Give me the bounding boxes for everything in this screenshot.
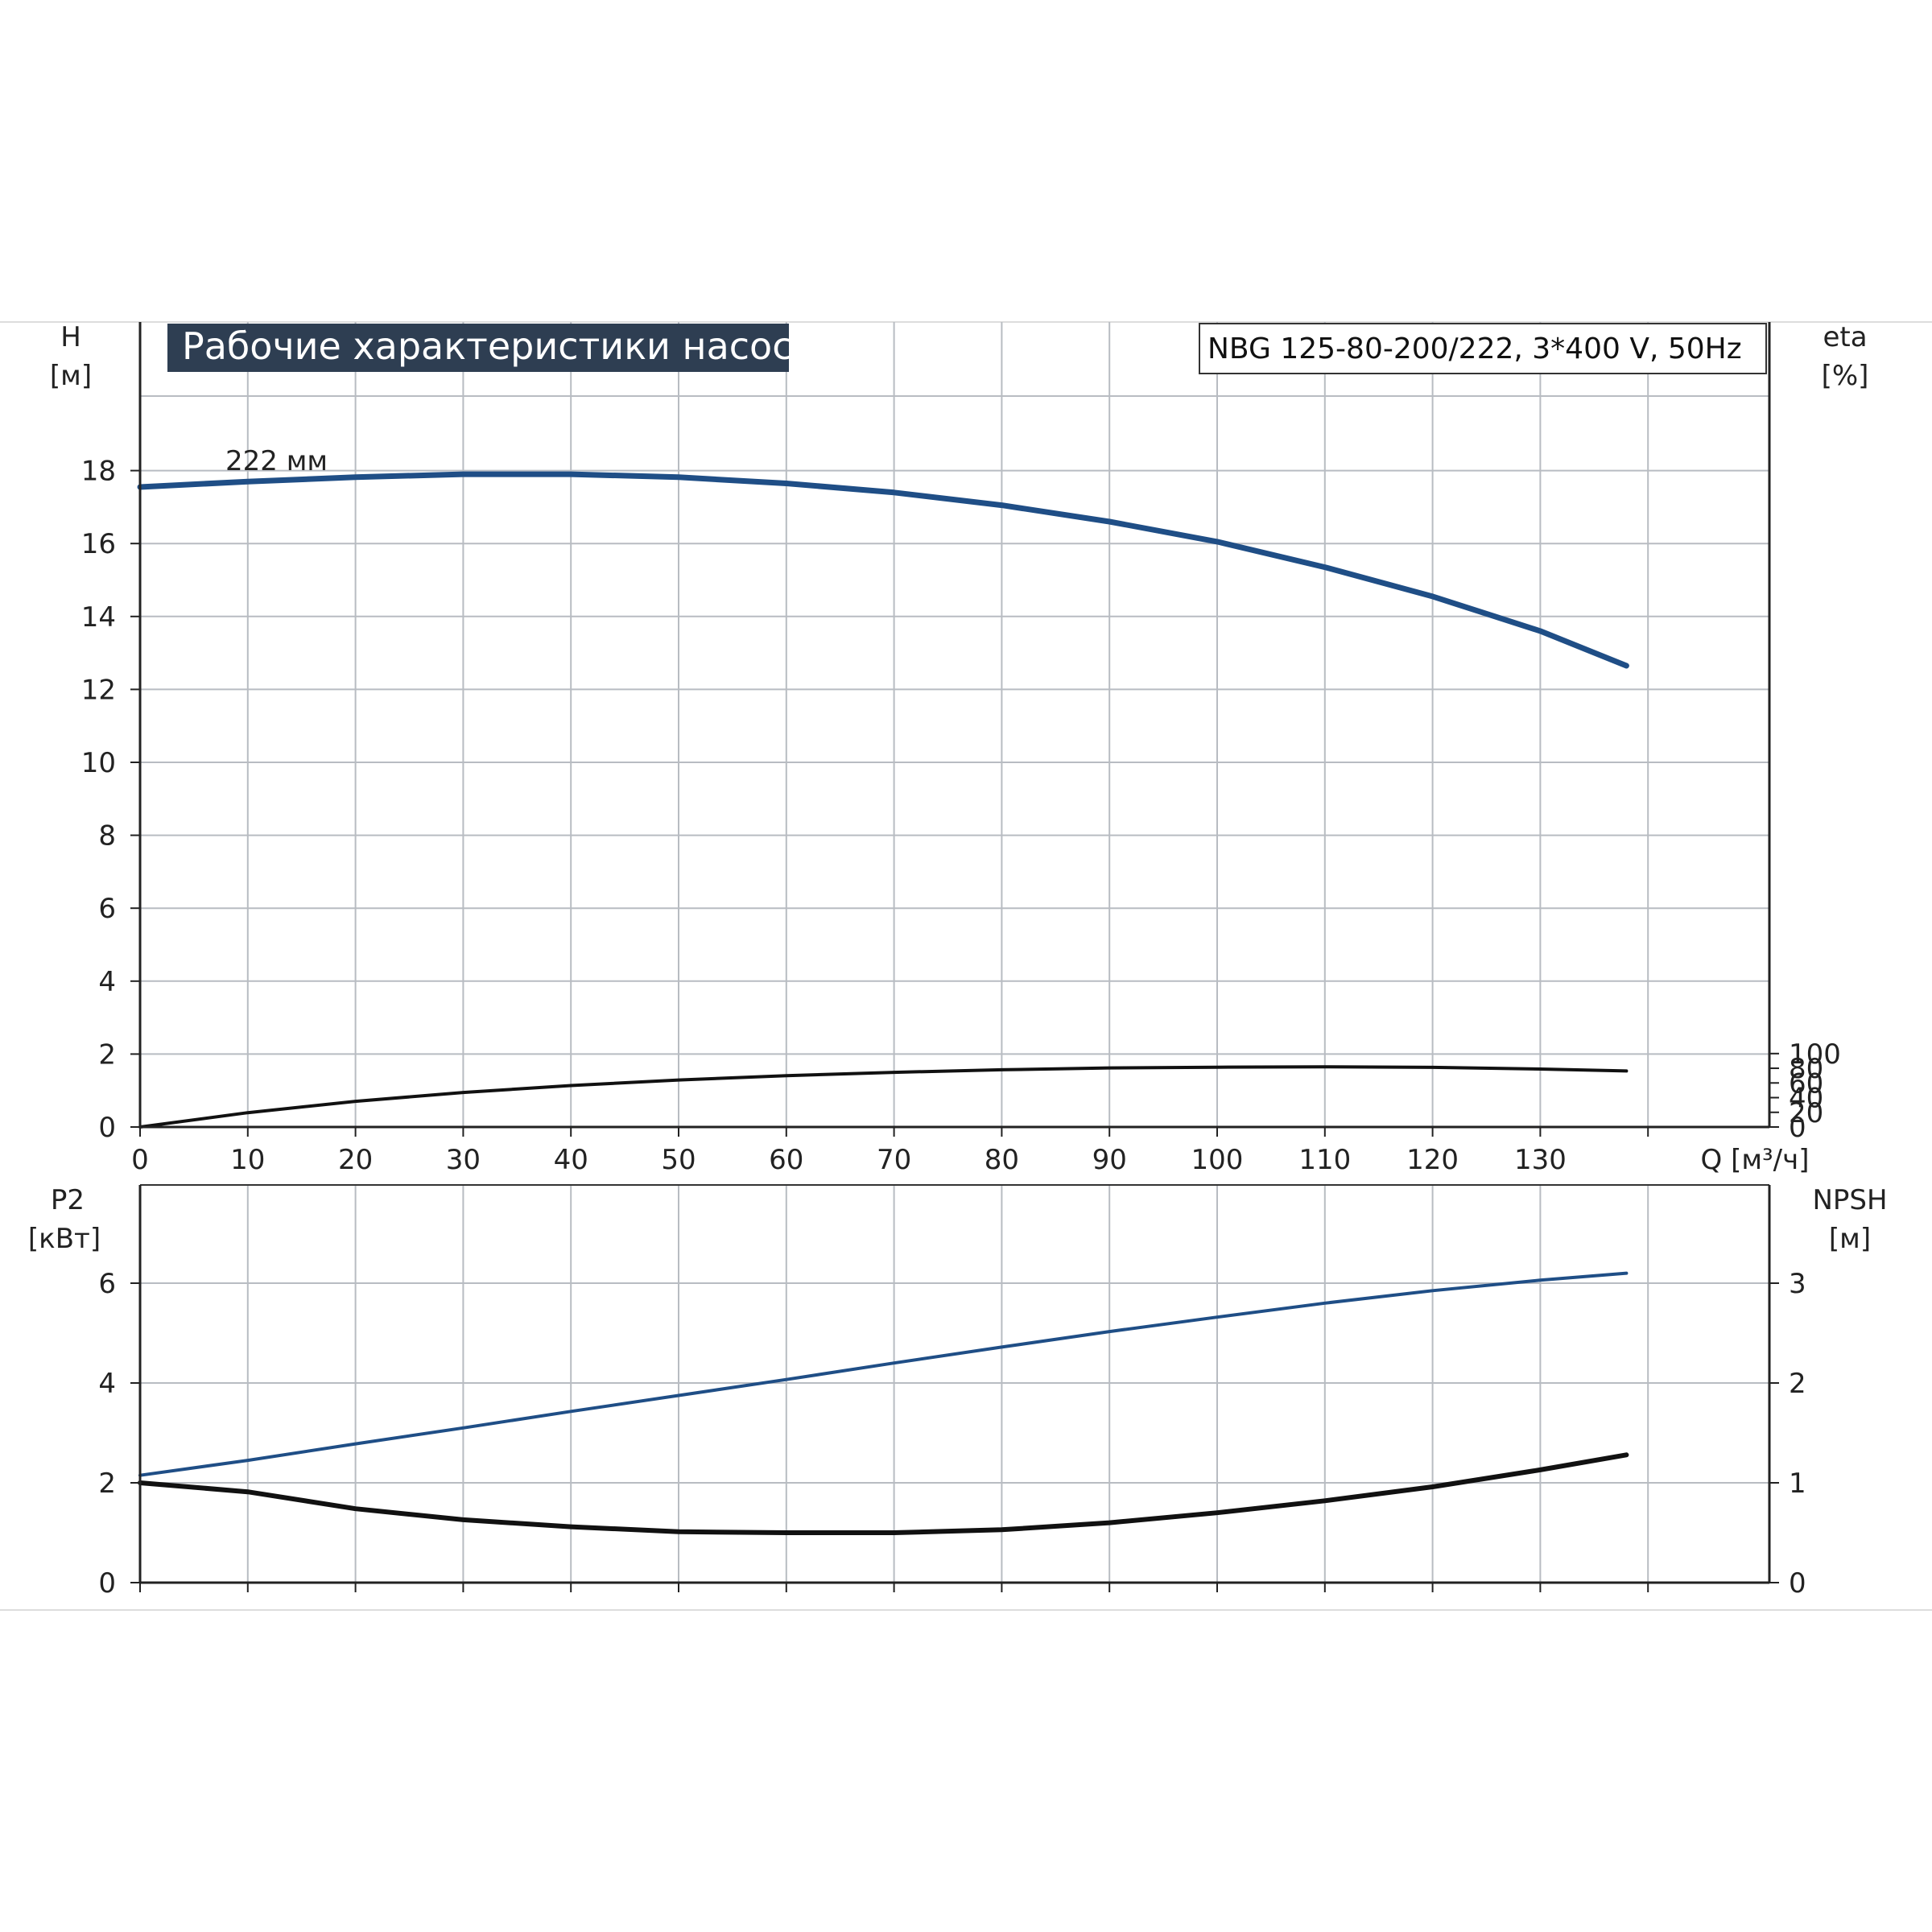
- chart-title-box: [167, 324, 789, 372]
- bottom-y-left-tick-label: 2: [98, 1468, 116, 1500]
- x-tick-label: 50: [661, 1144, 696, 1176]
- bottom-y-left-tick-label: 0: [98, 1567, 116, 1600]
- bottom-series: [138, 1271, 1629, 1535]
- bottom-y-right-tick-label: 1: [1789, 1468, 1806, 1500]
- pump-label: NBG 125-80-200/222, 3*400 V, 50Hz: [1208, 332, 1742, 365]
- y-right-label-line1: eta: [1823, 321, 1867, 353]
- top-y-left-tick-label: 16: [81, 528, 116, 560]
- top-series-blue-line: [137, 471, 1629, 669]
- x-tick-label: 0: [131, 1144, 149, 1176]
- x-tick-label: 60: [769, 1144, 803, 1176]
- y-left-label-line2: [м]: [50, 360, 92, 392]
- y-left-label-line1: H: [60, 321, 81, 353]
- top-y-left-tick-label: 14: [81, 601, 116, 634]
- curve-annotation: 222 мм: [225, 445, 328, 477]
- bottom-series-blue-line: [138, 1271, 1629, 1477]
- x-tick-label: 10: [230, 1144, 265, 1176]
- top-y-right-tick-label: 0: [1789, 1112, 1806, 1144]
- top-y-right-tick-label: 40: [1789, 1083, 1823, 1115]
- top-y-left-tick-label: 18: [81, 456, 116, 488]
- top-series: [137, 471, 1629, 1129]
- x-tick-label: 40: [554, 1144, 588, 1176]
- p2-label-line2: [кВт]: [28, 1223, 101, 1255]
- x-tick-label: 100: [1191, 1144, 1244, 1176]
- top-y-left-tick-label: 8: [98, 820, 116, 852]
- y-right-label-line2: [%]: [1822, 360, 1869, 392]
- x-axis-label: Q [м³/ч]: [1701, 1144, 1810, 1176]
- p2-label-line1: P2: [51, 1184, 85, 1216]
- top-series-black-line: [138, 1065, 1629, 1129]
- top-grid: [140, 322, 1769, 1127]
- bottom-y-right-tick-label: 2: [1789, 1368, 1806, 1400]
- top-y-right-tick-label: 20: [1789, 1097, 1823, 1129]
- x-tick-label: 20: [338, 1144, 373, 1176]
- top-y-left-tick-label: 12: [81, 674, 116, 706]
- bottom-y-right-tick-label: 3: [1789, 1268, 1806, 1300]
- top-y-left-tick-label: 4: [98, 966, 116, 998]
- top-y-right-tick-label: 100: [1789, 1038, 1841, 1071]
- x-tick-label: 80: [985, 1144, 1019, 1176]
- bottom-panel: 0 2 4 6 0 1 2 3 P2 [кВт] NPSH [м]: [28, 1184, 1888, 1600]
- bottom-y-right-tick-label: 0: [1789, 1567, 1806, 1600]
- x-tick-label: 30: [446, 1144, 481, 1176]
- x-tick-label: 110: [1298, 1144, 1351, 1176]
- bottom-y-left-tick-label: 6: [98, 1268, 116, 1300]
- top-y-left-tick-label: 0: [98, 1112, 116, 1144]
- bottom-y-left-tick-label: 4: [98, 1368, 116, 1400]
- x-tick-label: 120: [1406, 1144, 1459, 1176]
- top-y-left-tick-label: 2: [98, 1038, 116, 1071]
- top-axes: [138, 322, 1771, 1129]
- pump-label-box: [1199, 323, 1767, 374]
- bottom-ticks: 0 2 4 6 0 1 2 3: [98, 1268, 1806, 1600]
- bottom-series-black-line: [138, 1452, 1629, 1535]
- x-tick-label: 90: [1092, 1144, 1127, 1176]
- x-tick-label: 130: [1514, 1144, 1567, 1176]
- npsh-label-line2: [м]: [1829, 1223, 1871, 1255]
- top-y-right-tick-label: 60: [1789, 1067, 1823, 1100]
- bottom-grid: [140, 1184, 1769, 1583]
- npsh-label-line1: NPSH: [1812, 1184, 1887, 1216]
- top-y-left-tick-label: 10: [81, 747, 116, 779]
- x-tick-label: 70: [877, 1144, 911, 1176]
- top-y-left-tick-label: 6: [98, 893, 116, 925]
- chart-title: Рабочие характеристики насоса: [182, 324, 815, 368]
- top-y-right-tick-label: 80: [1789, 1053, 1823, 1085]
